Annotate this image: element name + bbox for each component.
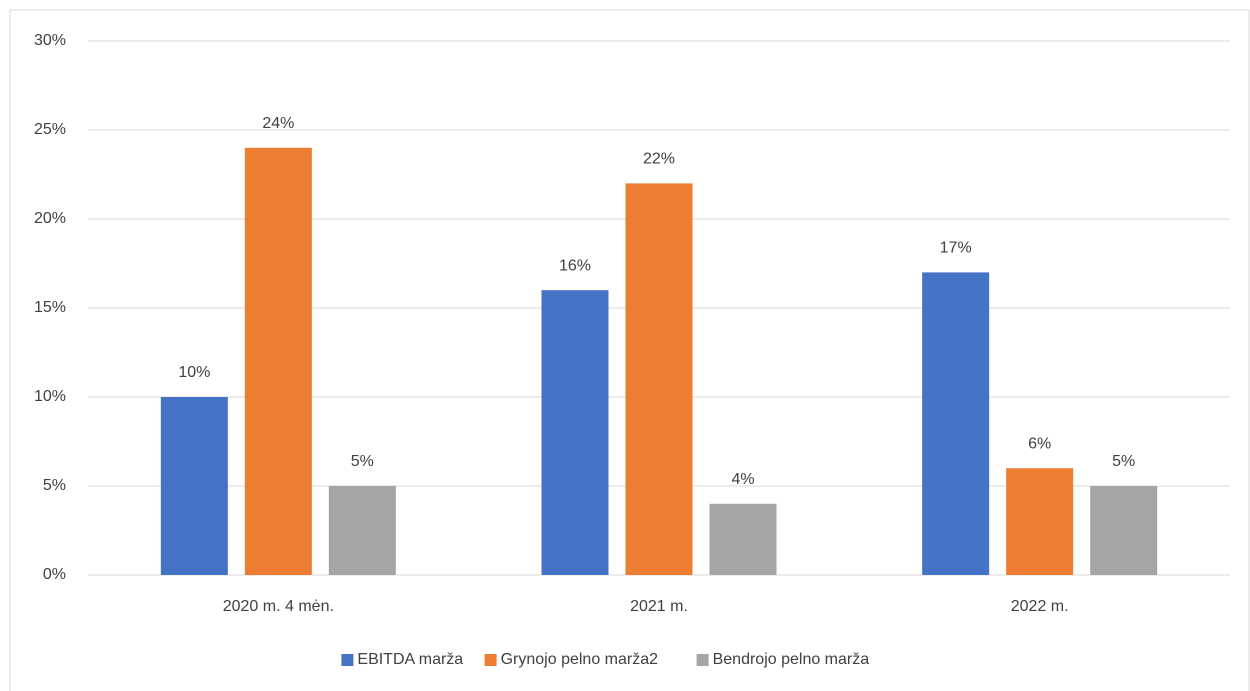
data-label: 16% xyxy=(559,257,591,274)
legend-swatch xyxy=(341,654,354,666)
data-label: 24% xyxy=(262,115,294,132)
bar xyxy=(625,183,693,575)
y-tick-label: 10% xyxy=(34,388,66,405)
y-tick-label: 5% xyxy=(43,477,66,494)
legend-label: Grynojo pelno marža2 xyxy=(501,651,659,668)
bar xyxy=(541,290,609,575)
chart-border xyxy=(9,9,1250,691)
legend-label: Bendrojo pelno marža xyxy=(713,651,870,668)
bar xyxy=(244,147,312,576)
x-tick-label: 2020 m. 4 mėn. xyxy=(223,598,334,615)
bar xyxy=(1006,468,1074,575)
legend-label: EBITDA marža xyxy=(357,651,463,668)
data-label: 6% xyxy=(1028,435,1051,452)
data-label: 5% xyxy=(1112,453,1135,470)
y-tick-label: 0% xyxy=(43,566,66,583)
data-label: 5% xyxy=(351,453,374,470)
y-tick-label: 20% xyxy=(34,210,66,227)
data-label: 22% xyxy=(643,151,675,168)
y-tick-label: 25% xyxy=(34,121,66,138)
legend-swatch xyxy=(696,654,709,666)
data-label: 10% xyxy=(178,364,210,381)
legend-swatch xyxy=(484,654,497,666)
bar xyxy=(709,503,777,575)
bar xyxy=(328,486,396,575)
y-tick-label: 15% xyxy=(34,299,66,316)
x-tick-label: 2021 m. xyxy=(630,598,688,615)
bar xyxy=(922,272,990,575)
data-label: 4% xyxy=(731,471,754,488)
y-tick-label: 30% xyxy=(34,32,66,49)
x-tick-label: 2022 m. xyxy=(1011,598,1069,615)
bar xyxy=(160,397,228,575)
bar xyxy=(1090,486,1158,575)
data-label: 17% xyxy=(940,240,972,257)
